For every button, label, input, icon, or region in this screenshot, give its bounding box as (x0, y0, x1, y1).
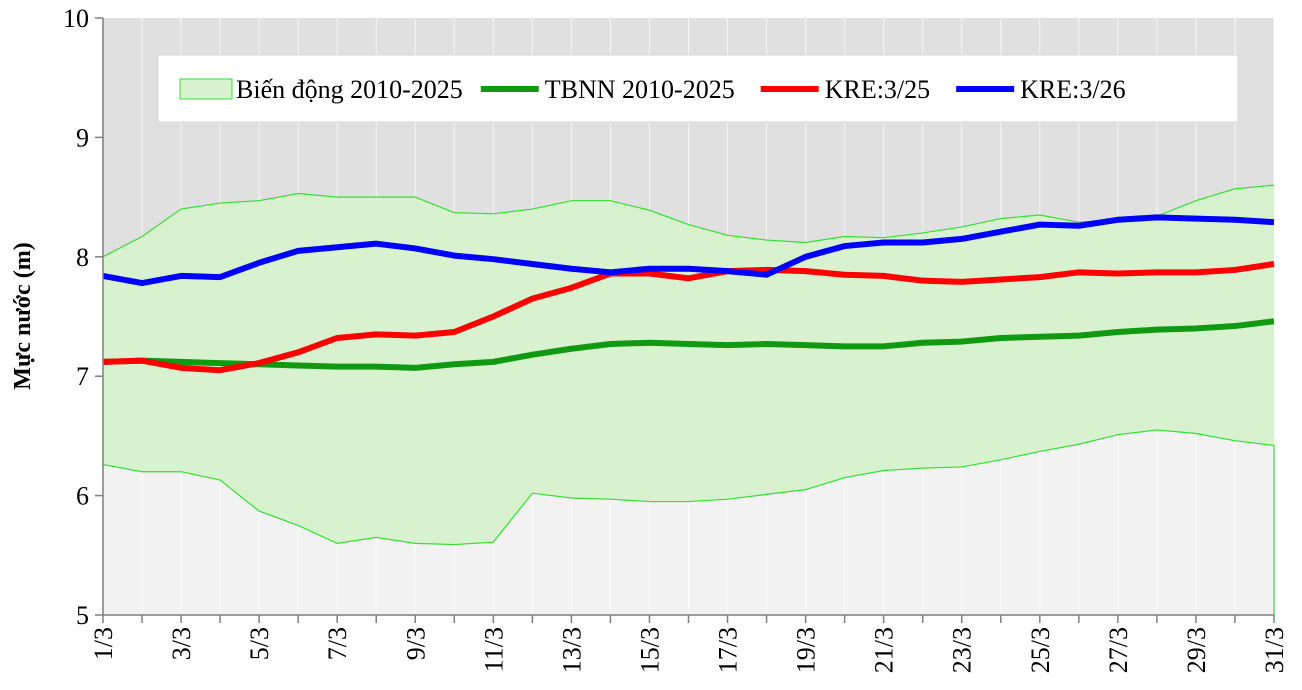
x-tick-label: 15/3 (635, 627, 664, 673)
x-tick-label: 17/3 (714, 627, 743, 673)
y-tick-label: 6 (76, 482, 89, 511)
legend-label: KRE:3/25 (825, 75, 930, 104)
y-tick-label: 8 (76, 243, 89, 272)
x-tick-label: 27/3 (1104, 627, 1133, 673)
legend-label: Biến động 2010-2025 (236, 75, 463, 104)
x-tick-label: 3/3 (167, 627, 196, 660)
series-line (102, 318, 1275, 371)
x-tick-label: 29/3 (1182, 627, 1211, 673)
y-tick-label: 7 (76, 362, 89, 391)
legend-label: TBNN 2010-2025 (545, 75, 735, 104)
x-tick-label: 23/3 (948, 627, 977, 673)
x-tick-label: 19/3 (792, 627, 821, 673)
band-area (103, 185, 1274, 545)
y-axis-label: Mực nước (m) (10, 242, 36, 389)
y-tick-label: 10 (63, 4, 89, 33)
series-line (102, 260, 1275, 374)
y-tick-label: 5 (76, 601, 89, 630)
x-tick-label: 25/3 (1026, 627, 1055, 673)
x-tick-label: 31/3 (1260, 627, 1289, 673)
series-line (102, 214, 1275, 287)
x-tick-label: 21/3 (870, 627, 899, 673)
x-tick-label: 1/3 (89, 627, 118, 660)
band-upper (102, 184, 1275, 258)
x-tick-label: 9/3 (401, 627, 430, 660)
x-tick-label: 5/3 (245, 627, 274, 660)
x-tick-label: 11/3 (479, 627, 508, 672)
x-tick-label: 7/3 (323, 627, 352, 660)
legend-label: KRE:3/26 (1020, 75, 1125, 104)
legend-swatch (179, 78, 233, 100)
x-tick-label: 13/3 (557, 627, 586, 673)
band-lower (102, 429, 1275, 615)
y-tick-label: 9 (76, 123, 89, 152)
legend-box (157, 54, 1239, 123)
